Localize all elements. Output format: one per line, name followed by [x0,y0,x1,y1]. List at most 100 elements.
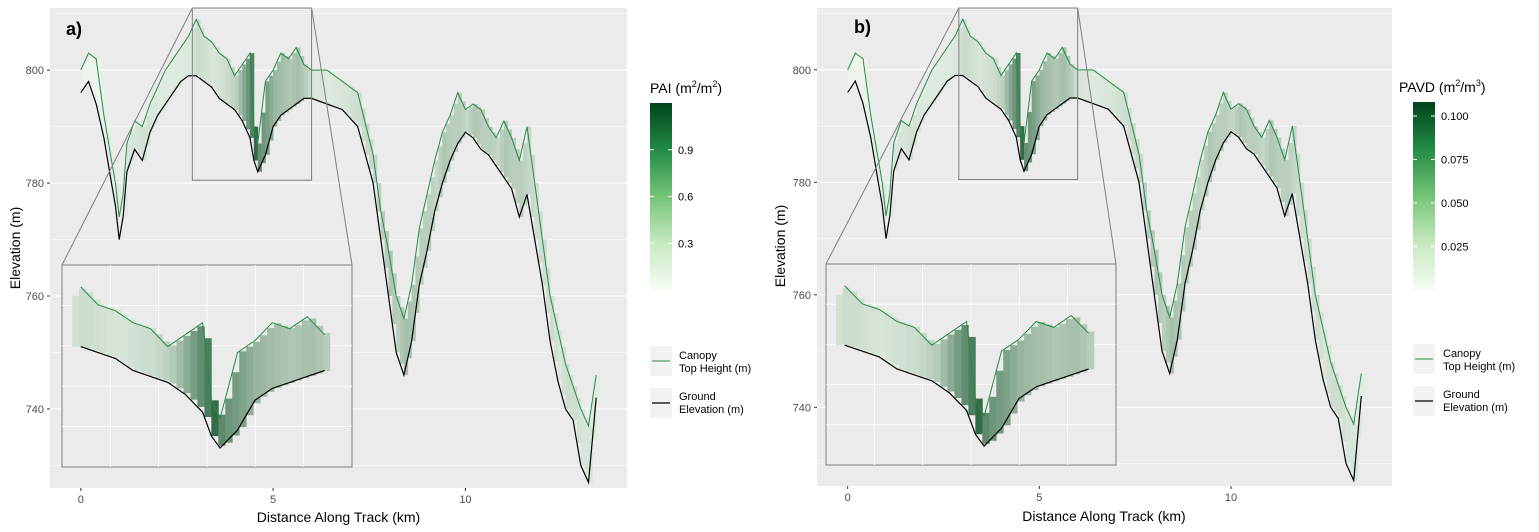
density-cell [962,19,967,76]
inset-density-cell [92,299,101,351]
inset-density-cell [968,336,976,416]
y-axis-title: Elevation (m) [7,207,23,289]
inset-density-cell [183,335,191,394]
density-cell [897,131,902,160]
density-cell [966,27,971,79]
density-cell [924,86,929,115]
density-cell [380,211,386,240]
density-cell [138,123,143,155]
inset-density-cell [225,398,233,443]
inset-density-cell [1003,349,1011,426]
inset-density-cell [1058,323,1067,380]
density-cell [1346,407,1351,464]
inset-canopy-line [844,285,1089,418]
inset-density-cell [1086,331,1095,370]
colorbar-tick-label: 0.3 [678,238,693,250]
density-cell [503,120,509,178]
density-cell [912,114,918,146]
density-cell [847,69,852,93]
density-cell [859,55,864,93]
density-cell [939,58,944,93]
density-cell [161,78,166,110]
panel-label: b) [854,17,871,37]
inset-density-cell [842,287,851,346]
density-cell [407,301,412,359]
density-cell [273,70,278,127]
density-cell [993,58,998,104]
density-cell [1330,362,1335,408]
density-cell [893,142,898,172]
density-cell [180,47,186,82]
density-cell [1188,210,1194,267]
density-cell [1342,396,1347,442]
density-cell [901,120,906,149]
density-cell [115,183,120,206]
colorbar-tick-label: 0.050 [1441,198,1469,210]
density-cell [557,329,563,381]
density-cell [985,52,990,98]
inset-density-cell [940,339,948,387]
density-cell [561,346,566,395]
inset-density-cell [106,307,115,356]
density-cell [1073,67,1079,98]
density-cell [423,211,428,268]
inset-density-cell [849,291,858,347]
inset-zoom [61,264,353,468]
density-cell [1185,227,1190,284]
density-cell [411,284,416,342]
inset-density-cell [260,335,268,397]
inset-density-cell [113,310,122,358]
density-cell [1323,328,1328,380]
density-cell [534,183,539,240]
legend-label-ground-1: Ground [1443,389,1480,401]
density-cell [353,89,359,123]
density-cell [257,143,262,172]
density-cell [1315,294,1320,340]
density-cell [1085,69,1090,101]
density-cell [203,36,209,82]
colorbar-ticks: 0.025 0.050 0.075 0.100 [1413,111,1469,253]
density-cell [1204,145,1209,197]
density-cell [473,104,478,138]
density-cell [1234,106,1240,135]
density-cell [196,19,201,76]
zoom-box [825,7,1117,265]
density-cell [1284,159,1289,217]
density-cell [226,58,232,104]
density-cell [261,112,266,164]
density-cell [1303,210,1309,262]
density-cell [943,52,948,87]
density-cell [1104,78,1109,108]
zoom-connector-left [61,7,193,266]
density-cell [307,67,312,99]
density-cell [1208,131,1213,183]
inset-density-cell [204,338,212,418]
density-cell [1334,373,1339,413]
density-cell [1223,92,1228,143]
density-cell [569,375,574,415]
zoom-connector-right [1077,7,1117,265]
inset-zoom [825,263,1117,466]
inset-density-cell [85,292,94,349]
legend: PAVD (m2/m3) 0.025 0.050 0.075 0.100 Canopy… [1399,78,1515,416]
density-cell [88,53,93,82]
density-cell [311,70,316,99]
density-cell [369,139,374,169]
density-cell [1062,47,1067,104]
density-cell [1001,75,1006,110]
density-cell [997,67,1002,107]
density-cell [1089,69,1094,103]
density-cell [130,132,136,161]
density-cell [1196,176,1201,231]
inset-density-cell [954,329,962,399]
inset-density-cell [982,412,990,444]
density-cell [1261,137,1266,166]
inset-density-cell [127,319,136,367]
y-tick-label: 780 [26,178,44,190]
density-cell [430,177,436,232]
inset-density-cell [308,318,317,376]
y-axis-title: Elevation (m) [772,205,788,287]
density-cell [207,39,212,85]
density-cell [515,149,520,203]
inset-density-cell [877,309,886,357]
